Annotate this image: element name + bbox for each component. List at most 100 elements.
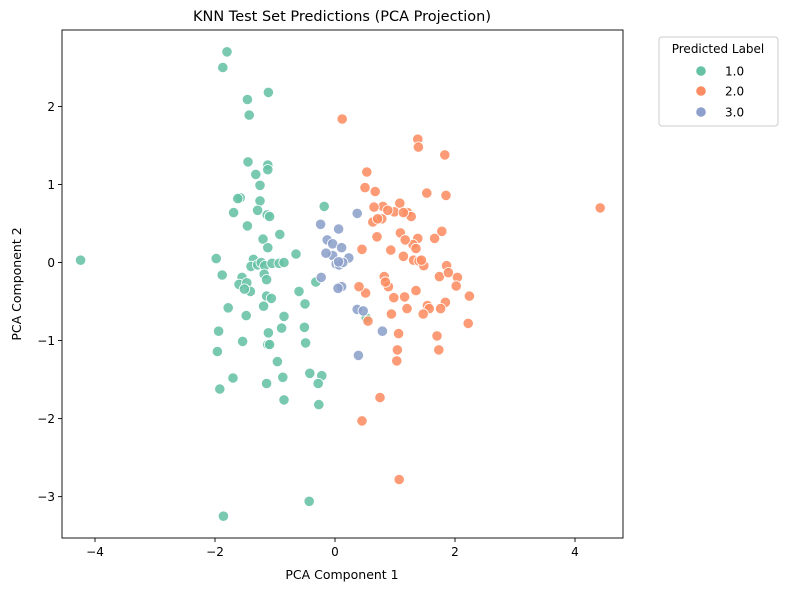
point-3.0-5 — [335, 242, 348, 254]
point-2.0-39 — [463, 290, 475, 302]
point-2.0-4 — [361, 166, 373, 178]
point-1.0-11 — [232, 193, 244, 205]
point-1.0-50 — [262, 327, 274, 339]
point-1.0-4 — [243, 109, 255, 121]
point-3.0-14 — [332, 282, 344, 294]
legend-label-1: 1.0 — [725, 65, 744, 79]
point-2.0-20 — [371, 231, 383, 243]
point-1.0-20 — [290, 248, 302, 260]
legend-box — [658, 36, 779, 127]
point-1.0-22 — [318, 200, 330, 212]
point-2.0-58 — [356, 415, 368, 427]
point-2.0-28 — [397, 250, 409, 262]
point-1.0-41 — [265, 292, 277, 304]
point-2.0-48 — [401, 302, 413, 315]
y-tick-label-4: 1 — [47, 178, 55, 192]
point-1.0-66 — [278, 394, 290, 406]
point-1.0-48 — [275, 322, 288, 334]
point-1.0-57 — [211, 345, 223, 358]
plot-frame — [61, 29, 624, 539]
point-2.0-18 — [371, 213, 384, 225]
point-2.0-49 — [417, 308, 429, 320]
x-ticks: −4 −2 0 2 4 — [86, 538, 579, 559]
point-1.0-5 — [242, 156, 254, 168]
point-3.0-0 — [351, 207, 363, 219]
point-1.0-53 — [237, 335, 249, 347]
point-2.0-14 — [368, 201, 380, 213]
point-2.0-56 — [391, 355, 403, 367]
point-1.0-65 — [214, 383, 226, 395]
point-1.0-8 — [250, 168, 262, 180]
point-1.0-52 — [299, 298, 311, 310]
point-2.0-47 — [398, 291, 411, 303]
point-2.0-59 — [393, 473, 405, 486]
point-1.0-19 — [257, 233, 269, 245]
point-2.0-46 — [388, 292, 400, 304]
point-3.0-16 — [357, 305, 369, 317]
point-1.0-21 — [262, 242, 274, 254]
point-2.0-63 — [415, 254, 427, 266]
point-3.0-12 — [315, 271, 327, 283]
point-2.0-66 — [399, 234, 411, 246]
point-3.0-2 — [332, 223, 345, 235]
point-1.0-42 — [293, 285, 305, 297]
point-1.0-31 — [278, 256, 290, 269]
y-tick-label-5: 2 — [47, 100, 55, 114]
point-1.0-44 — [222, 302, 234, 314]
point-3.0-1 — [314, 218, 327, 230]
point-1.0-39 — [238, 283, 250, 295]
y-tick-label-1: −2 — [37, 412, 55, 426]
point-1.0-51 — [298, 321, 310, 333]
point-2.0-5 — [359, 182, 371, 194]
point-1.0-1 — [217, 61, 229, 74]
legend-marker-2 — [695, 85, 707, 97]
point-1.0-7 — [262, 164, 274, 176]
point-2.0-0 — [336, 113, 348, 125]
legend: Predicted Label 1.0 2.0 3.0 — [658, 36, 779, 127]
point-2.0-27 — [410, 242, 422, 255]
x-tick-label-3: 2 — [451, 545, 459, 559]
point-1.0-23 — [210, 253, 222, 265]
point-1.0-61 — [277, 371, 289, 383]
point-2.0-36 — [442, 267, 454, 279]
point-2.0-60 — [385, 308, 397, 320]
point-1.0-16 — [263, 210, 276, 223]
point-1.0-2 — [241, 93, 253, 106]
point-2.0-62 — [362, 315, 374, 327]
point-2.0-3 — [439, 149, 451, 161]
legend-label-3: 3.0 — [725, 106, 744, 120]
point-2.0-64 — [594, 202, 606, 214]
point-1.0-17 — [241, 220, 253, 232]
point-1.0-59 — [304, 367, 316, 379]
point-3.0-18 — [352, 349, 364, 361]
point-1.0-37 — [260, 274, 273, 286]
legend-title: Predicted Label — [672, 42, 765, 56]
point-1.0-49 — [213, 325, 225, 337]
point-2.0-53 — [431, 330, 443, 342]
point-3.0-8 — [320, 247, 332, 259]
point-1.0-62 — [227, 372, 239, 384]
point-1.0-68 — [303, 495, 315, 507]
y-axis-label: PCA Component 2 — [9, 227, 24, 340]
point-1.0-45 — [257, 300, 270, 312]
point-2.0-8 — [440, 189, 452, 201]
y-ticks: −3 −2 −1 0 1 2 — [37, 100, 62, 504]
point-2.0-26 — [385, 244, 397, 256]
points-layer — [75, 46, 606, 522]
y-tick-label-3: 0 — [47, 256, 55, 270]
point-1.0-12 — [254, 195, 266, 207]
point-1.0-13 — [252, 204, 264, 216]
point-2.0-38 — [450, 280, 462, 292]
legend-label-2: 2.0 — [725, 85, 744, 99]
point-1.0-15 — [228, 207, 240, 219]
point-2.0-33 — [356, 243, 368, 255]
x-tick-label-4: 4 — [571, 545, 579, 559]
point-2.0-17 — [397, 207, 409, 219]
legend-marker-3 — [695, 106, 707, 118]
point-1.0-3 — [262, 86, 274, 99]
x-tick-label-0: −4 — [86, 545, 104, 559]
point-1.0-9 — [254, 179, 266, 191]
point-2.0-24 — [436, 225, 448, 237]
y-tick-label-0: −3 — [37, 490, 55, 504]
